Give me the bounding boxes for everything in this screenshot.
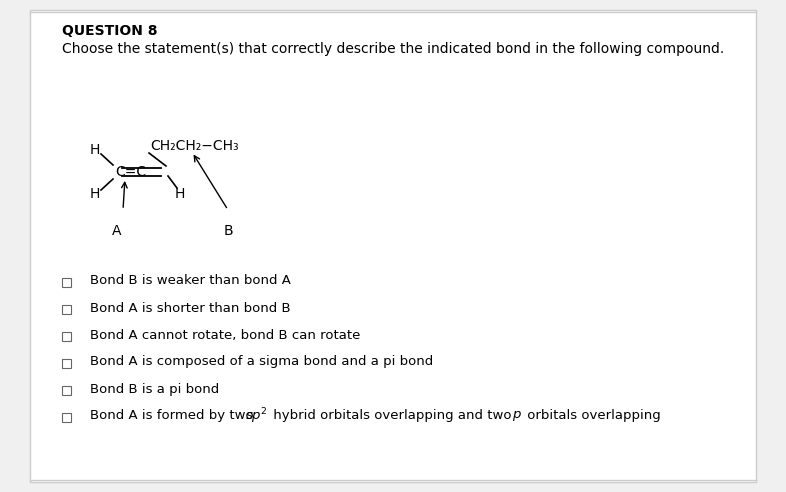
- Text: Bond A is shorter than bond B: Bond A is shorter than bond B: [90, 302, 291, 314]
- Text: Bond A is formed by two: Bond A is formed by two: [90, 409, 258, 423]
- Text: Choose the statement(s) that correctly describe the indicated bond in the follow: Choose the statement(s) that correctly d…: [62, 42, 724, 56]
- Text: Bond A cannot rotate, bond B can rotate: Bond A cannot rotate, bond B can rotate: [90, 329, 360, 341]
- Text: $sp^2$: $sp^2$: [245, 406, 268, 426]
- Text: Bond B is a pi bond: Bond B is a pi bond: [90, 382, 219, 396]
- Text: Bond A is composed of a sigma bond and a pi bond: Bond A is composed of a sigma bond and a…: [90, 356, 433, 369]
- Text: QUESTION 8: QUESTION 8: [62, 24, 157, 38]
- Bar: [62, 332, 71, 340]
- Text: Bond B is weaker than bond A: Bond B is weaker than bond A: [90, 275, 291, 287]
- Text: B: B: [223, 224, 233, 238]
- Text: H: H: [174, 187, 185, 201]
- Text: hybrid orbitals overlapping and two: hybrid orbitals overlapping and two: [269, 409, 516, 423]
- Bar: [62, 386, 71, 395]
- Bar: [62, 277, 71, 286]
- Text: A: A: [112, 224, 122, 238]
- Bar: [62, 305, 71, 313]
- Text: $p$: $p$: [512, 409, 522, 423]
- Text: C=C: C=C: [115, 165, 146, 179]
- Bar: [62, 359, 71, 368]
- Text: H: H: [90, 187, 100, 201]
- Text: CH₂CH₂−CH₃: CH₂CH₂−CH₃: [150, 139, 239, 153]
- Text: H: H: [90, 143, 100, 157]
- Bar: [62, 412, 71, 422]
- Text: orbitals overlapping: orbitals overlapping: [523, 409, 661, 423]
